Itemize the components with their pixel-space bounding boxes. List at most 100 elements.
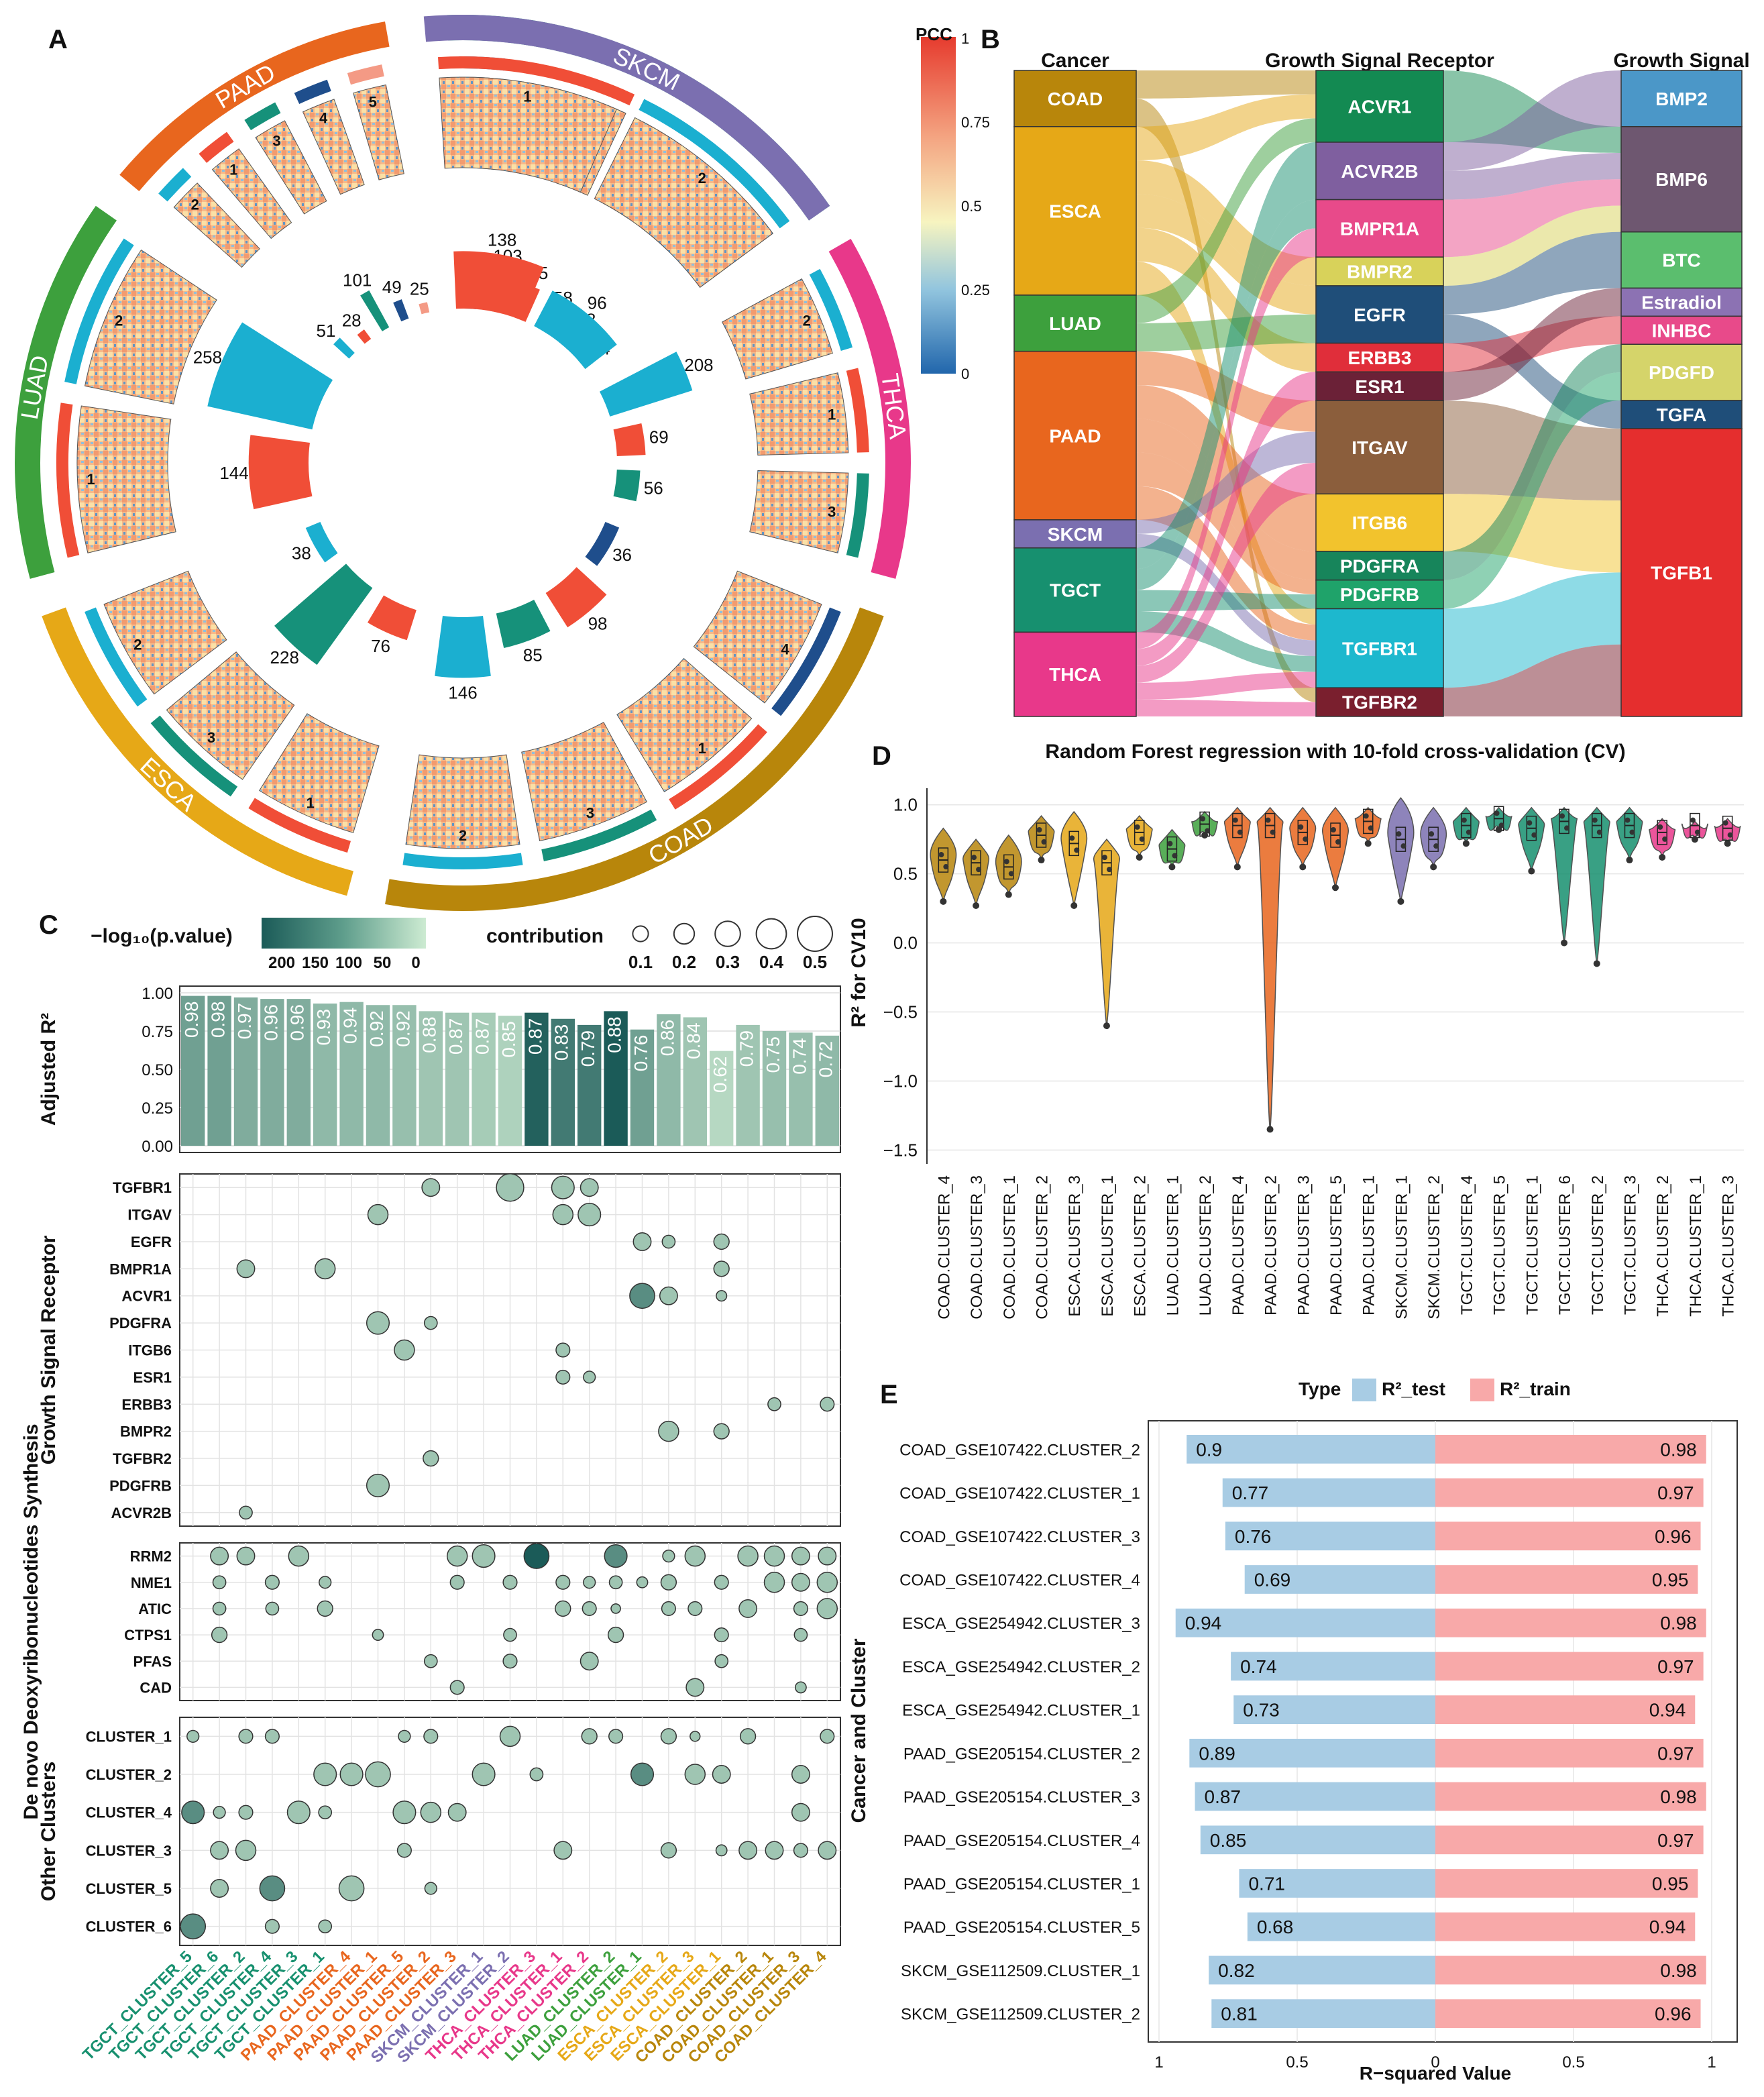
- sankey-node-cancer: [1013, 631, 1137, 717]
- bubble: [713, 1423, 730, 1440]
- violin-min-point: [1528, 867, 1535, 875]
- sankey-node-receptor: [1315, 687, 1444, 717]
- bubble: [555, 1600, 571, 1617]
- count-bar: [435, 616, 491, 678]
- violin-point: [976, 867, 982, 873]
- bubble: [793, 1601, 808, 1616]
- violin-point: [1134, 824, 1140, 830]
- cluster-arc: [438, 56, 625, 101]
- count-label: 38: [292, 543, 311, 563]
- pcc-tick: 0.5: [961, 198, 982, 215]
- bubble-row-label: CAD: [140, 1679, 172, 1696]
- violin-point: [1205, 828, 1211, 834]
- r2-bar: [815, 1035, 839, 1146]
- heatmap-cell: [173, 182, 260, 268]
- bubble: [636, 1576, 649, 1589]
- bubble-row-label: PFAS: [133, 1653, 172, 1670]
- bar-ylabel: Adjusted R²: [38, 1013, 60, 1126]
- r2-bar-label: 0.86: [657, 1020, 677, 1057]
- bubble: [738, 1841, 758, 1860]
- count-label: 258: [193, 347, 222, 367]
- sankey-label-receptor: ERBB3: [1348, 347, 1412, 368]
- r2-bar-label: 0.87: [525, 1018, 545, 1055]
- r2-bar-label: 0.83: [551, 1024, 572, 1061]
- e-bar-test: [1225, 1521, 1435, 1551]
- cancer-arc-skcm: [423, 14, 830, 221]
- violin-ytick: 0.5: [893, 864, 918, 884]
- sankey-flow: [1136, 590, 1316, 611]
- sankey-label-signal: Estradiol: [1641, 292, 1722, 313]
- violin-point: [1494, 810, 1500, 816]
- violin-point: [1727, 832, 1733, 838]
- e-label-test: 0.9: [1196, 1439, 1222, 1460]
- cluster-number: 1: [828, 407, 836, 423]
- bubble: [763, 1572, 785, 1593]
- violin-point: [1265, 817, 1271, 823]
- bubble-row-label: TGFBR1: [113, 1179, 172, 1196]
- p-legend-tick: 50: [374, 954, 392, 972]
- panel-label-b: B: [981, 25, 1000, 54]
- heatmap-cell: [616, 657, 753, 792]
- sankey-label-receptor: BMPR1A: [1340, 218, 1419, 239]
- count-label: 96: [588, 292, 607, 313]
- sankey-flow: [1443, 152, 1621, 200]
- violin-min-point: [1397, 898, 1404, 905]
- e-bar-train: [1435, 1652, 1704, 1681]
- e-label-train: 0.95: [1652, 1874, 1689, 1894]
- sankey-node-receptor: [1315, 400, 1444, 495]
- violin-xtick: PAAD.CLUSTER_5: [1327, 1175, 1345, 1315]
- cluster-number: 3: [272, 132, 280, 149]
- count-label: 144: [219, 463, 248, 483]
- violin-min-point: [1266, 1126, 1274, 1133]
- bubble: [447, 1803, 467, 1822]
- cancer-label-luad: LUAD: [15, 354, 54, 422]
- bubble: [714, 1574, 729, 1590]
- e-label-test: 0.94: [1185, 1613, 1222, 1633]
- violin-ytick: −1.5: [883, 1140, 918, 1160]
- r2-bar: [789, 1032, 813, 1146]
- bubble: [265, 1601, 280, 1616]
- count-bar: [367, 595, 417, 641]
- contribution-legend-label: 0.4: [759, 952, 784, 972]
- cancer-arc-coad: [385, 607, 884, 912]
- cluster-arc: [199, 131, 234, 163]
- count-bar: [357, 329, 372, 344]
- bubble: [555, 1369, 571, 1385]
- bar-ytick: 0.50: [142, 1061, 173, 1079]
- sankey-label-signal: PDGFD: [1649, 362, 1714, 383]
- e-category: PAAD_GSE205154.CLUSTER_2: [903, 1745, 1140, 1763]
- sankey-label-receptor: PDGFRA: [1340, 555, 1419, 576]
- r2-bar-label: 0.92: [392, 1010, 413, 1047]
- violin-min-point: [1332, 884, 1339, 892]
- contribution-legend-circle: [797, 916, 833, 952]
- bubble: [238, 1729, 254, 1744]
- e-label-train: 0.96: [1655, 2004, 1692, 2025]
- violin-xtick: SKCM.CLUSTER_1: [1392, 1175, 1411, 1320]
- r2-bar-label: 0.97: [234, 1003, 255, 1040]
- sankey-flow: [1443, 644, 1621, 716]
- cluster-number: 2: [191, 196, 199, 213]
- violin-xtick: TGCT.CLUSTER_2: [1589, 1175, 1607, 1315]
- e-bar-train: [1435, 1912, 1696, 1941]
- bubble: [581, 1728, 598, 1745]
- violin-min-point: [1201, 832, 1209, 839]
- sankey-node-cancer: [1013, 547, 1137, 633]
- count-label: 49: [382, 277, 402, 297]
- panel-c-bubble: −log₁₀(p.value) 200 150 100 50 0 contribution 0…: [20, 916, 841, 2067]
- e-label-test: 0.77: [1232, 1483, 1269, 1503]
- bubble: [684, 1545, 706, 1567]
- e-label-test: 0.71: [1248, 1874, 1285, 1894]
- group-label: Growth Signal Receptor: [38, 1235, 60, 1464]
- cluster-number: 2: [803, 313, 811, 329]
- r2-bar: [710, 1051, 734, 1146]
- e-label-test: 0.85: [1210, 1830, 1247, 1851]
- bubble: [423, 1654, 438, 1668]
- cluster-number: 3: [828, 503, 836, 520]
- violin-min-point: [1233, 863, 1241, 871]
- cluster-arc: [541, 809, 657, 861]
- contribution-legend-label: 0.3: [716, 952, 740, 972]
- sankey-label-signal: BTC: [1662, 250, 1701, 271]
- violin-point: [1331, 827, 1336, 832]
- count-bar: [419, 302, 430, 315]
- bubble: [366, 1473, 390, 1497]
